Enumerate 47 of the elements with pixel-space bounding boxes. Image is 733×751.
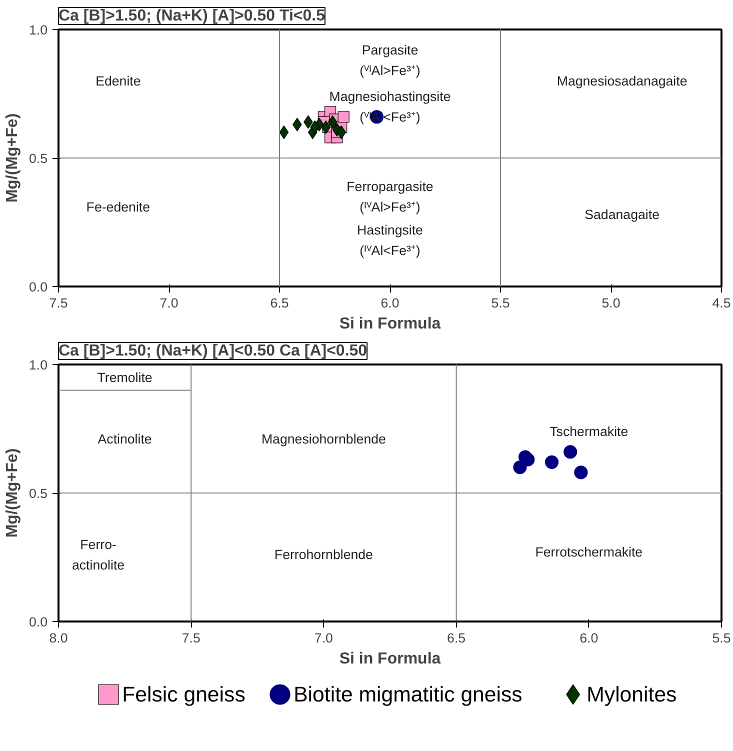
annotation: actinolite (72, 557, 125, 572)
x-tick-label: 7.5 (182, 630, 200, 646)
y-axis-title: Mg/(Mg+Fe) (4, 448, 21, 538)
x-tick-label: 5.5 (712, 630, 731, 646)
x-tick-label: 6.5 (447, 630, 466, 646)
legend-label: Biotite migmatitic gneiss (294, 682, 522, 706)
x-tick-label: 7.0 (160, 296, 178, 310)
y-axis-title: Mg/(Mg+Fe) (4, 113, 21, 203)
annotation: Magnesiohornblende (261, 432, 386, 447)
annotation: Edenite (96, 73, 141, 88)
x-tick-label: 6.5 (270, 296, 289, 310)
annotation: (ᴵⱽAl<Fe³⁺) (360, 243, 420, 258)
x-tick-label: 7.0 (314, 630, 333, 646)
x-tick-label: 5.0 (602, 296, 620, 310)
x-axis-title: Si in Formula (339, 650, 441, 668)
chart-title: Ca [B]>1.50; (Na+K) [A]>0.50 Ti<0.5 (58, 8, 326, 24)
y-tick-label: 1.0 (28, 358, 48, 372)
x-tick-label: 4.5 (712, 296, 731, 310)
annotation: Magnesiosadanagaite (556, 73, 688, 88)
y-tick-label: 1.0 (28, 22, 48, 38)
y-tick-label: 0.0 (28, 614, 48, 630)
annotation: Magnesiohastingsite (329, 88, 451, 104)
chart-title: Ca [B]>1.50; (Na+K) [A]<0.50 Ca [A]<0.50 (58, 342, 368, 360)
annotation: Ferro- (80, 536, 116, 552)
annotation: Hastingsite (357, 222, 423, 238)
x-tick-label: 8.0 (49, 630, 68, 646)
annotation: Ferrotschermakite (535, 544, 643, 560)
legend-label: Mylonites (586, 682, 677, 706)
annotation: (ⱽᴵAl>Fe³⁺) (360, 63, 420, 78)
annotation: (ᴵⱽAl>Fe³⁺) (360, 199, 420, 214)
annotation: Sadanagaite (584, 207, 660, 222)
y-tick-label: 0.5 (28, 151, 48, 166)
y-tick-label: 0.5 (28, 486, 48, 501)
annotation: Ferrohornblende (274, 547, 373, 562)
annotation: Tremolite (97, 370, 152, 385)
annotation: Fe-edenite (86, 199, 150, 214)
annotation: Tschermakite (550, 424, 628, 439)
x-tick-label: 5.5 (491, 296, 510, 310)
legend-label: Felsic gneiss (122, 682, 246, 706)
annotation: Ferropargasite (346, 178, 434, 194)
x-tick-label: 6.0 (380, 296, 400, 310)
annotation: Actinolite (98, 432, 152, 447)
x-tick-label: 7.5 (49, 296, 68, 310)
x-axis-title: Si in Formula (339, 316, 441, 332)
y-tick-label: 0.0 (28, 280, 48, 294)
annotation: Pargasite (362, 42, 418, 58)
x-tick-label: 6.0 (580, 630, 598, 646)
